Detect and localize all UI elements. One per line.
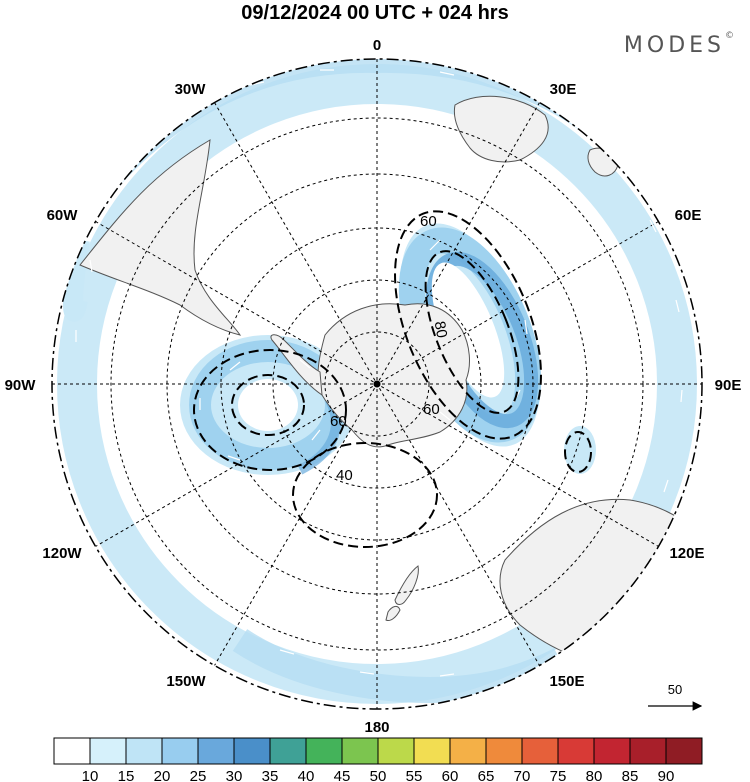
- colorbar-swatch: [341, 737, 379, 765]
- wind-vectors: [75, 69, 683, 677]
- lon-label-180: 180: [364, 719, 389, 736]
- lon-label-60e: 60E: [675, 207, 702, 224]
- colorbar-tick-label: 90: [658, 768, 675, 782]
- colorbar-tick-label: 25: [190, 768, 207, 782]
- contour-label-group: 60 80 60 60 40: [330, 213, 450, 484]
- contour-label: 60: [420, 213, 437, 230]
- map-title: 09/12/2024 00 UTC + 024 hrs: [241, 2, 509, 24]
- colorbar-tick-label: 10: [82, 768, 99, 782]
- colorbar-swatch: [377, 737, 415, 765]
- lon-label-90e: 90E: [715, 377, 742, 394]
- colorbar-tick-label: 55: [406, 768, 423, 782]
- brand-mark: ©: [725, 31, 734, 41]
- contour-label: 40: [336, 467, 353, 484]
- colorbar-swatch: [305, 737, 343, 765]
- map-boundary: [51, 58, 703, 710]
- land-masses: [79, 95, 701, 668]
- brand-logo: MODES©: [623, 31, 734, 58]
- colorbar-tick-label: 75: [550, 768, 567, 782]
- colorbar-tick-label: 30: [226, 768, 243, 782]
- colorbar-swatch: [593, 737, 631, 765]
- colorbar-tick-label: 45: [334, 768, 351, 782]
- lon-label-120w: 120W: [42, 545, 82, 562]
- colorbar-tick-label: 40: [298, 768, 315, 782]
- contour-label: 80: [431, 320, 451, 339]
- colorbar-swatch: [413, 737, 451, 765]
- contour-label: 60: [330, 413, 347, 430]
- colorbar-swatch: [557, 737, 595, 765]
- colorbar-tick-label: 35: [262, 768, 279, 782]
- colorbar-swatch: [449, 737, 487, 765]
- lon-label-30e: 30E: [550, 81, 577, 98]
- colorbar-tick-label: 15: [118, 768, 135, 782]
- colorbar-swatch: [629, 737, 667, 765]
- colorbar-swatch: [161, 737, 199, 765]
- lon-label-0: 0: [373, 37, 381, 54]
- height-contours: [193, 210, 592, 548]
- colorbar: 10 15 20 25 30 35 40 45 50 55 60 65 70 75 80 85 90: [53, 737, 703, 782]
- lon-label-150e: 150E: [549, 673, 584, 690]
- colorbar-swatch: [521, 737, 559, 765]
- colorbar-swatch: [665, 737, 703, 765]
- lon-label-150w: 150W: [166, 673, 206, 690]
- lon-label-60w: 60W: [47, 207, 79, 224]
- polar-map: [52, 59, 702, 709]
- colorbar-swatch: [89, 737, 127, 765]
- colorbar-tick-label: 70: [514, 768, 531, 782]
- lon-label-120e: 120E: [669, 545, 704, 562]
- colorbar-tick-label: 50: [370, 768, 387, 782]
- colorbar-swatch: [485, 737, 523, 765]
- reference-vector: 50: [648, 682, 703, 711]
- longitude-labels: 0 30E 60E 90E 120E 150E 180 150W 120W 90…: [5, 37, 742, 736]
- colorbar-tick-label: 65: [478, 768, 495, 782]
- contour-label: 60: [423, 401, 440, 418]
- colorbar-swatch: [233, 737, 271, 765]
- pole-marker: [373, 380, 381, 388]
- colorbar-swatch: [197, 737, 235, 765]
- colorbar-tick-label: 85: [622, 768, 639, 782]
- colorbar-swatch: [53, 737, 91, 765]
- colorbar-tick-label: 60: [442, 768, 459, 782]
- colorbar-swatch: [125, 737, 163, 765]
- colorbar-swatch: [269, 737, 307, 765]
- colorbar-tick-label: 80: [586, 768, 603, 782]
- lon-label-30w: 30W: [175, 81, 207, 98]
- brand-name: MODES: [623, 33, 725, 58]
- colorbar-tick-label: 20: [154, 768, 171, 782]
- reference-vector-value: 50: [668, 682, 682, 697]
- lon-label-90w: 90W: [5, 377, 37, 394]
